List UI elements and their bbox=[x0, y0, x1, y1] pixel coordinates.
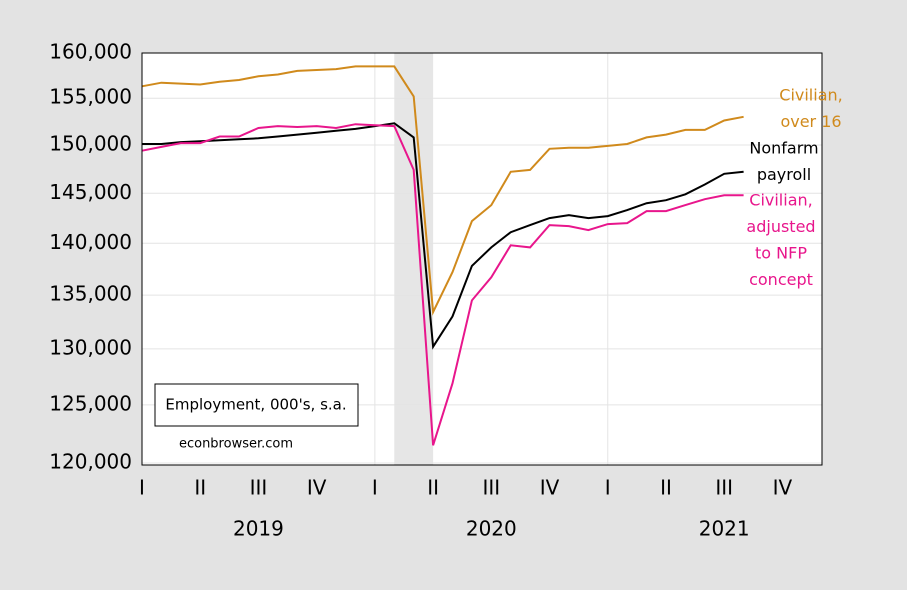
annotation: Employment, 000's, s.a. bbox=[165, 396, 346, 414]
x-tick-label: II bbox=[660, 476, 672, 500]
series-line bbox=[141, 65, 744, 316]
series-line bbox=[142, 122, 744, 350]
x-tick-label: I bbox=[605, 476, 611, 500]
y-tick-label: 135,000 bbox=[49, 282, 132, 306]
y-tick-label: 145,000 bbox=[49, 180, 132, 204]
x-tick-label: IV bbox=[773, 476, 793, 500]
year-label: 2019 bbox=[233, 517, 284, 541]
x-tick-label: III bbox=[715, 476, 733, 500]
x-tick-label: I bbox=[372, 476, 378, 500]
y-tick-label: 150,000 bbox=[49, 131, 132, 155]
series-label: Civilian, bbox=[779, 86, 842, 105]
y-tick-label: 120,000 bbox=[49, 450, 132, 474]
x-tick-label: III bbox=[250, 476, 268, 500]
x-tick-label: IV bbox=[540, 476, 560, 500]
series-label: concept bbox=[749, 270, 813, 289]
series-label: adjusted bbox=[746, 217, 815, 236]
y-tick-label: 130,000 bbox=[49, 335, 132, 359]
x-tick-label: II bbox=[427, 476, 439, 500]
year-label: 2020 bbox=[466, 517, 517, 541]
y-tick-label: 125,000 bbox=[49, 391, 132, 415]
y-tick-label: 160,000 bbox=[49, 40, 132, 64]
series-label: over 16 bbox=[780, 112, 841, 131]
year-label: 2021 bbox=[699, 517, 750, 541]
y-tick-label: 140,000 bbox=[49, 230, 132, 254]
series-label: Civilian, bbox=[749, 191, 812, 210]
series-label: Nonfarm bbox=[749, 139, 818, 158]
x-tick-label: II bbox=[194, 476, 206, 500]
plot-frame bbox=[141, 52, 823, 466]
recession-shading bbox=[394, 53, 434, 465]
series-line bbox=[141, 123, 744, 446]
x-tick-label: I bbox=[139, 476, 145, 500]
series-label: payroll bbox=[757, 165, 811, 184]
annotation-box bbox=[154, 383, 359, 427]
source: econbrowser.com bbox=[179, 437, 293, 452]
series-label: to NFP bbox=[755, 244, 807, 263]
x-tick-label: III bbox=[482, 476, 500, 500]
x-tick-label: IV bbox=[307, 476, 327, 500]
y-tick-label: 155,000 bbox=[49, 85, 132, 109]
